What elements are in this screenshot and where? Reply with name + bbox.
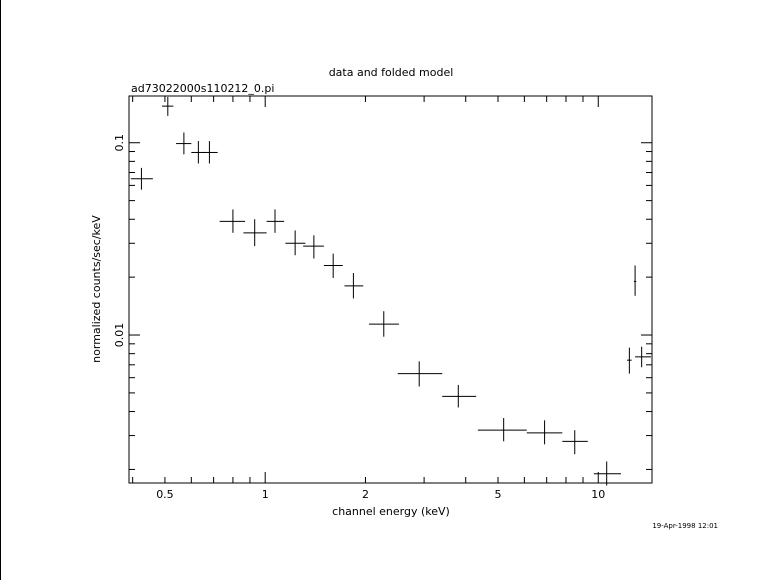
x-tick-label: 1 [262, 488, 269, 501]
axis-ticks [129, 96, 652, 483]
data-point [162, 96, 174, 116]
data-point [176, 132, 192, 155]
data-point [477, 418, 527, 442]
chart-subtitle: ad73022000s110212_0.pi [131, 82, 274, 95]
data-point [344, 273, 364, 299]
data-point [635, 346, 651, 368]
data-point [323, 253, 343, 278]
data-point [562, 430, 588, 455]
data-point [369, 311, 399, 337]
x-axis-label: channel energy (keV) [332, 505, 450, 518]
y-tick-label: 0.01 [113, 323, 126, 348]
chart-title: data and folded model [329, 66, 454, 79]
data-point [219, 209, 246, 233]
data-point [442, 384, 477, 408]
data-point [266, 209, 285, 233]
page-left-border [0, 0, 1, 580]
data-point [593, 461, 621, 486]
x-tick-label: 2 [362, 488, 369, 501]
data-point [130, 167, 153, 190]
x-tick-label: 10 [591, 488, 605, 501]
data-point [526, 420, 563, 445]
data-point [243, 219, 267, 247]
data-point [202, 141, 218, 164]
data-point [627, 347, 632, 374]
tick-labels: 0.5 1 2 5 10 0.1 0.01 [113, 134, 605, 501]
data-point [397, 361, 443, 387]
data-point [633, 265, 637, 296]
x-tick-label: 0.5 [156, 488, 174, 501]
data-point [303, 235, 324, 259]
x-tick-label: 5 [494, 488, 501, 501]
data-point [191, 141, 206, 164]
plot-frame [128, 95, 653, 484]
data-points [130, 96, 651, 486]
y-axis-label: normalized counts/sec/keV [90, 215, 103, 363]
y-tick-label: 0.1 [113, 134, 126, 152]
timestamp-label: 19-Apr-1998 12:01 [652, 522, 718, 530]
data-point [285, 230, 306, 256]
